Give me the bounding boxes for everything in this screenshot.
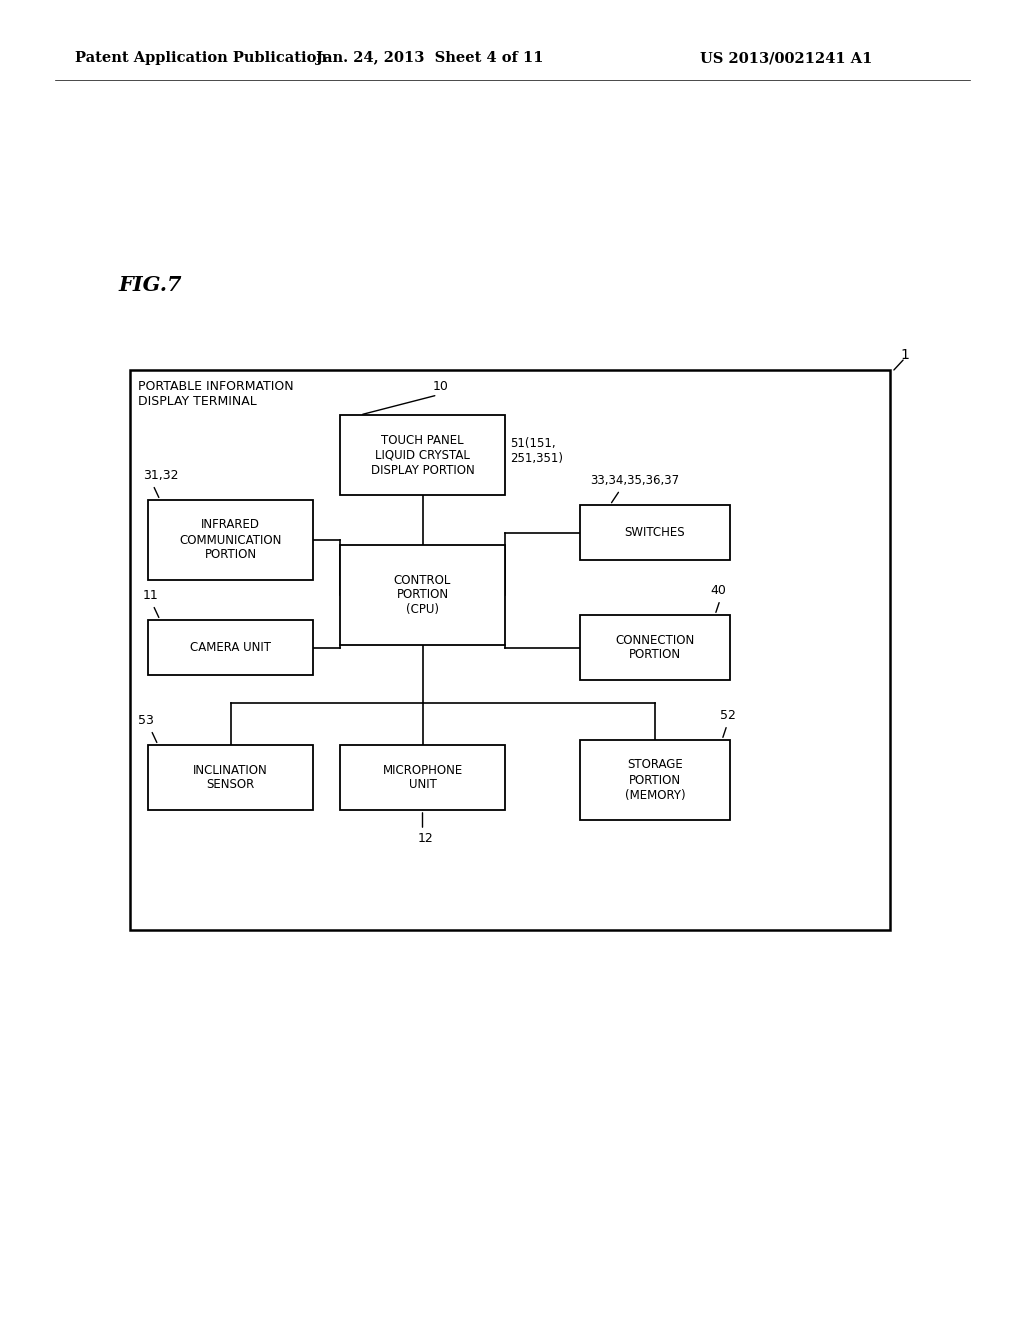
- Text: Jan. 24, 2013  Sheet 4 of 11: Jan. 24, 2013 Sheet 4 of 11: [316, 51, 544, 65]
- Text: INFRARED
COMMUNICATION
PORTION: INFRARED COMMUNICATION PORTION: [179, 519, 282, 561]
- Text: 52: 52: [720, 709, 736, 722]
- Text: 10: 10: [432, 380, 449, 393]
- Text: 31,32: 31,32: [143, 469, 178, 482]
- Bar: [580, 741, 730, 820]
- Text: 12: 12: [418, 832, 433, 845]
- Bar: [580, 506, 730, 560]
- Text: CAMERA UNIT: CAMERA UNIT: [190, 642, 271, 653]
- Text: 53: 53: [138, 714, 154, 727]
- Text: 51(151,
251,351): 51(151, 251,351): [510, 437, 563, 465]
- Bar: [148, 744, 313, 810]
- Text: 33,34,35,36,37: 33,34,35,36,37: [590, 474, 679, 487]
- Text: 1: 1: [900, 348, 909, 362]
- Bar: [130, 370, 890, 931]
- Text: 11: 11: [143, 589, 159, 602]
- Bar: [580, 615, 730, 680]
- Text: FIG.7: FIG.7: [118, 275, 181, 294]
- Bar: [340, 744, 505, 810]
- Bar: [148, 500, 313, 579]
- Text: INCLINATION
SENSOR: INCLINATION SENSOR: [194, 763, 268, 792]
- Text: CONNECTION
PORTION: CONNECTION PORTION: [615, 634, 694, 661]
- Text: MICROPHONE
UNIT: MICROPHONE UNIT: [382, 763, 463, 792]
- Bar: [148, 620, 313, 675]
- Bar: [340, 414, 505, 495]
- Text: 40: 40: [710, 583, 726, 597]
- Text: TOUCH PANEL
LIQUID CRYSTAL
DISPLAY PORTION: TOUCH PANEL LIQUID CRYSTAL DISPLAY PORTI…: [371, 433, 474, 477]
- Text: PORTABLE INFORMATION
DISPLAY TERMINAL: PORTABLE INFORMATION DISPLAY TERMINAL: [138, 380, 294, 408]
- Bar: [340, 545, 505, 645]
- Text: CONTROL
PORTION
(CPU): CONTROL PORTION (CPU): [394, 573, 452, 616]
- Text: SWITCHES: SWITCHES: [625, 525, 685, 539]
- Text: US 2013/0021241 A1: US 2013/0021241 A1: [700, 51, 872, 65]
- Text: STORAGE
PORTION
(MEMORY): STORAGE PORTION (MEMORY): [625, 759, 685, 801]
- Text: Patent Application Publication: Patent Application Publication: [75, 51, 327, 65]
